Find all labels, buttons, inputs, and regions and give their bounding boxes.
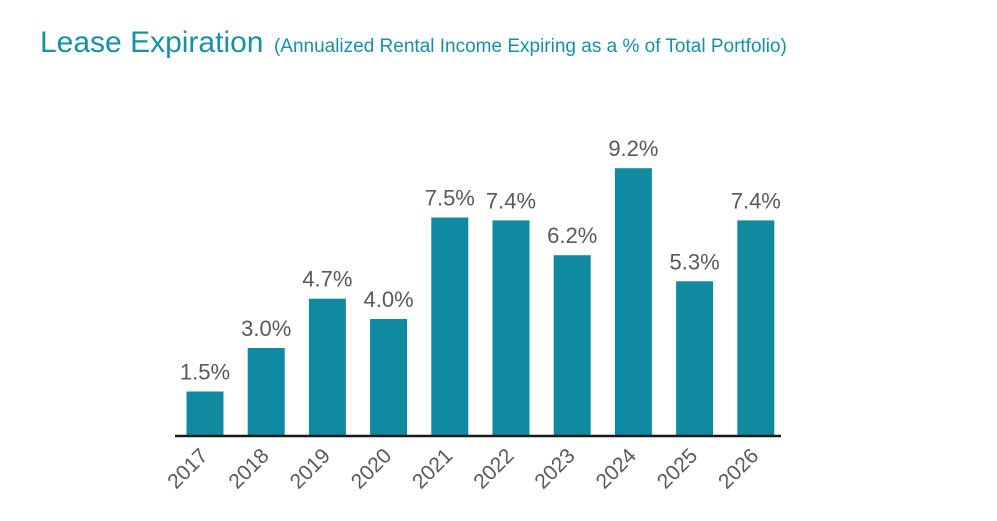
- bar-series: [186, 168, 775, 435]
- tick-label-2019: 2019: [286, 444, 335, 493]
- bar-2024: [614, 168, 652, 435]
- bar-2017: [186, 391, 224, 435]
- tick-label-2022: 2022: [469, 444, 518, 493]
- tick-label-2023: 2023: [530, 444, 579, 493]
- chart-subtitle: (Annualized Rental Income Expiring as a …: [273, 36, 787, 57]
- tick-label-2020: 2020: [347, 444, 396, 493]
- value-label-2019: 4.7%: [302, 267, 352, 292]
- value-label-2026: 7.4%: [731, 188, 781, 213]
- tick-label-2018: 2018: [224, 444, 273, 493]
- tick-label-2021: 2021: [408, 444, 457, 493]
- value-label-2018: 3.0%: [241, 316, 291, 341]
- bar-2023: [553, 255, 591, 435]
- tick-label-2025: 2025: [653, 444, 702, 493]
- bar-2025: [676, 281, 714, 435]
- value-label-2024: 9.2%: [608, 136, 658, 161]
- tick-label-2024: 2024: [592, 444, 642, 494]
- chart-title-main: Lease Expiration: [40, 26, 264, 59]
- value-labels: 1.5% 3.0% 4.7% 4.0% 7.5% 7.4% 6.2% 9.2% 5.3% 7.4%: [180, 136, 781, 384]
- bar-2019: [308, 298, 346, 435]
- bar-2018: [247, 348, 285, 435]
- value-label-2020: 4.0%: [364, 287, 414, 312]
- bar-2026: [737, 220, 775, 435]
- value-label-2025: 5.3%: [670, 249, 720, 274]
- bar-2022: [492, 220, 530, 435]
- bar-2020: [370, 319, 408, 435]
- x-tick-labels: 2017 2018 2019 2020 2021 2022 2023 2024 2025 2026: [163, 444, 763, 494]
- chart-title: Lease Expiration (Annualized Rental Inco…: [40, 26, 787, 60]
- value-label-2022: 7.4%: [486, 188, 536, 213]
- tick-label-2017: 2017: [163, 444, 212, 493]
- bar-2021: [431, 217, 469, 435]
- tick-label-2026: 2026: [714, 444, 763, 493]
- value-label-2023: 6.2%: [547, 223, 597, 248]
- value-label-2017: 1.5%: [180, 360, 230, 385]
- value-label-2021: 7.5%: [425, 186, 475, 211]
